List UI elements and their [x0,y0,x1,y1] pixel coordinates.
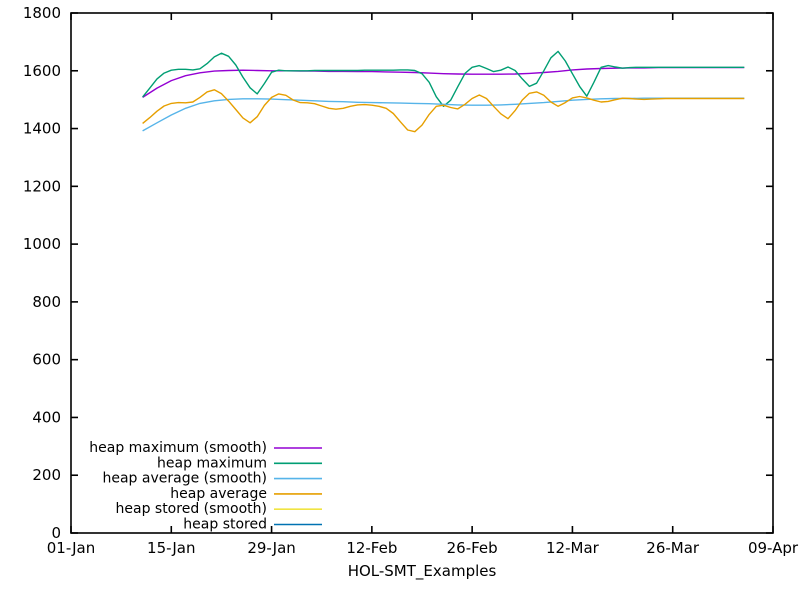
x-axis-title: HOL-SMT_Examples [348,562,497,581]
x-axis-tick-label: 12-Mar [546,539,600,557]
y-axis-tick-label: 400 [32,408,61,426]
series-line [142,97,745,132]
y-axis-tick-label: 1600 [23,62,61,80]
y-axis-tick-label: 600 [32,351,61,369]
x-axis-tick-label: 09-Apr [748,539,799,557]
legend-item-label: heap average (smooth) [102,471,267,487]
series-line [142,89,745,133]
x-axis-tick-label: 01-Jan [47,539,95,557]
y-axis-tick-label: 200 [32,466,61,484]
data-series-group [142,50,745,133]
series-line [142,66,745,98]
y-axis-tick-label: 1800 [23,4,61,22]
legend-item-label: heap maximum [157,455,267,471]
legend-item-label: heap maximum (smooth) [89,440,267,456]
x-axis-tick-label: 26-Feb [447,539,498,557]
plot-frame [70,12,774,534]
x-axis-tick-label: 12-Feb [346,539,397,557]
legend-item-label: heap stored [183,517,267,533]
x-axis-tick-label: 29-Jan [247,539,295,557]
y-axis-tick-label: 800 [32,293,61,311]
x-axis-ticks: 01-Jan 15-Jan 29-Jan 12-Feb 26-Feb 12-Mar 26-M… [47,13,799,557]
legend-item-label: heap average [170,486,267,502]
y-axis-tick-label: 1200 [23,177,61,195]
y-axis-tick-label: 1400 [23,120,61,138]
legend-item-label: heap stored (smooth) [116,501,268,517]
y-axis-ticks: 0 200 400 600 800 1000 1200 1400 1600 1800 [23,4,773,542]
y-axis-tick-label: 0 [51,524,61,542]
series-line [142,50,745,108]
x-axis-tick-label: 15-Jan [147,539,195,557]
y-axis-tick-label: 1000 [23,235,61,253]
x-axis-tick-label: 26-Mar [646,539,700,557]
